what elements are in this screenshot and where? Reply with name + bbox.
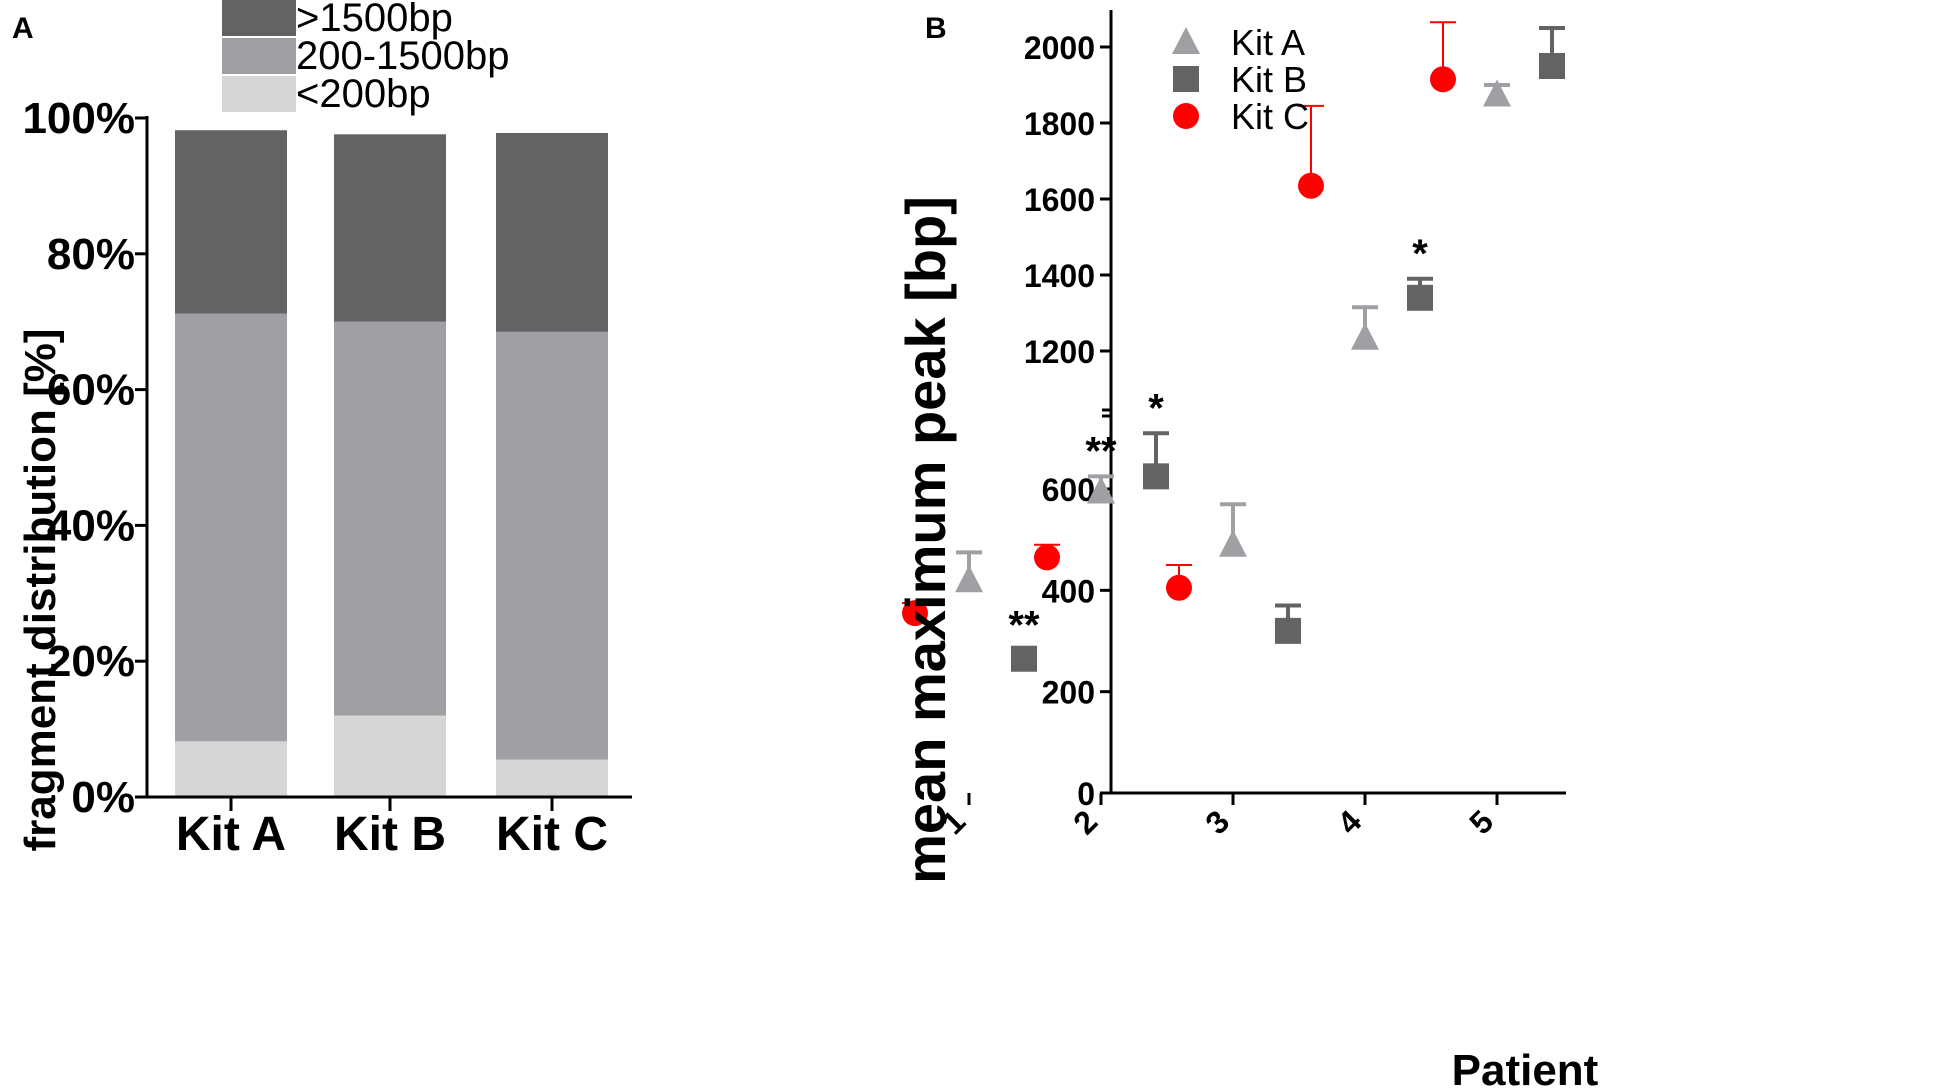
legend-label-200-1500bp: 200-1500bp	[296, 34, 510, 78]
y-tick-label-b-2000: 2000	[1024, 30, 1095, 66]
bar-kit-b-200bp	[334, 715, 446, 797]
legend-marker-kit-a	[1172, 27, 1200, 54]
point-kit-c-patient-3-marker	[1166, 574, 1192, 601]
bar-kit-a-1500bp	[175, 130, 287, 314]
y-axis-label-b: mean maximum peak [bp]	[894, 196, 957, 884]
legend-label-kit-a: Kit A	[1231, 22, 1305, 63]
y-axis-label-a: fragment distribution [%]	[16, 328, 65, 851]
bar-kit-a-200-1500bp	[175, 313, 287, 742]
x-tick-label-kit-a: Kit A	[176, 808, 286, 861]
legend-label-1500bp: >1500bp	[296, 0, 453, 40]
points-b: ******	[902, 21, 1565, 672]
y-tick-label-b-1600: 1600	[1024, 182, 1095, 218]
bar-kit-b-200-1500bp	[334, 321, 446, 716]
point-kit-a-patient-2-marker	[1087, 476, 1115, 504]
legend-label-200bp: <200bp	[296, 72, 431, 116]
y-tick-label-b-200: 200	[1042, 675, 1095, 711]
point-kit-b-patient-4-significance: *	[1412, 232, 1428, 276]
y-tick-label-b-400: 400	[1042, 573, 1095, 609]
legend-swatch-200bp	[222, 76, 296, 112]
legend-swatch-1500bp	[222, 0, 296, 36]
point-kit-c-patient-1-marker	[902, 600, 928, 627]
y-tick-label-a-40: 40%	[47, 501, 135, 550]
y-tick-label-a-20: 20%	[47, 637, 135, 686]
y-tick-label-a-0: 0%	[71, 773, 135, 822]
x-axis-label-b: Patient	[1452, 1046, 1599, 1092]
y-tick-label-b-1800: 1800	[1024, 106, 1095, 142]
x-tick-label-kit-b: Kit B	[334, 808, 446, 861]
legend-swatch-200-1500bp	[222, 38, 296, 74]
point-kit-c-patient-4-marker	[1298, 172, 1324, 199]
x-tick-label-b-4: 4	[1330, 803, 1368, 841]
point-kit-b-patient-2-significance: *	[1148, 386, 1164, 430]
point-kit-b-patient-5-marker	[1539, 53, 1565, 79]
bar-kit-c-1500bp	[496, 132, 608, 332]
point-kit-a-patient-2-significance: **	[1085, 429, 1117, 473]
point-kit-c-patient-2-marker	[1034, 544, 1060, 571]
bar-kit-c-200-1500bp	[496, 331, 608, 760]
x-tick-label-b-3: 3	[1198, 803, 1236, 841]
legend-label-kit-c: Kit C	[1231, 96, 1309, 137]
bar-kit-a-200bp	[175, 741, 287, 797]
axes-a: Kit A Kit B Kit C 0% 20% 40% 60% 80% 100%	[22, 94, 632, 861]
point-kit-b-patient-4-marker	[1407, 284, 1433, 311]
point-kit-b-patient-1-marker	[1011, 645, 1037, 672]
point-kit-b-patient-3-marker	[1275, 617, 1301, 644]
x-tick-label-b-5: 5	[1462, 803, 1500, 841]
bar-kit-b-1500bp	[334, 134, 446, 322]
point-kit-a-patient-5-marker	[1483, 79, 1511, 107]
y-tick-label-b-1400: 1400	[1024, 258, 1095, 294]
y-tick-label-a-100: 100%	[22, 94, 135, 143]
point-kit-a-patient-1-marker	[955, 565, 983, 593]
point-kit-b-patient-2-marker	[1143, 463, 1169, 490]
y-tick-label-b-600: 600	[1042, 472, 1095, 508]
y-tick-label-a-60: 60%	[47, 366, 135, 415]
panel-b-label: B	[925, 12, 947, 45]
legend-marker-kit-b	[1173, 66, 1199, 92]
y-tick-label-b-1200: 1200	[1024, 334, 1095, 370]
point-kit-a-patient-3-marker	[1219, 529, 1247, 557]
y-tick-label-b-0: 0	[1077, 776, 1095, 812]
legend-marker-kit-c	[1173, 103, 1199, 129]
bar-kit-c-200bp	[496, 759, 608, 797]
panel-a-label: A	[12, 12, 34, 45]
bars-a	[175, 130, 608, 797]
point-kit-c-patient-5-marker	[1430, 66, 1456, 93]
y-tick-label-a-80: 80%	[47, 230, 135, 279]
point-kit-a-patient-4-marker	[1351, 322, 1379, 350]
point-kit-b-patient-1-significance: **	[1008, 604, 1040, 648]
legend-label-kit-b: Kit B	[1231, 59, 1307, 100]
x-tick-label-kit-c: Kit C	[496, 808, 608, 861]
